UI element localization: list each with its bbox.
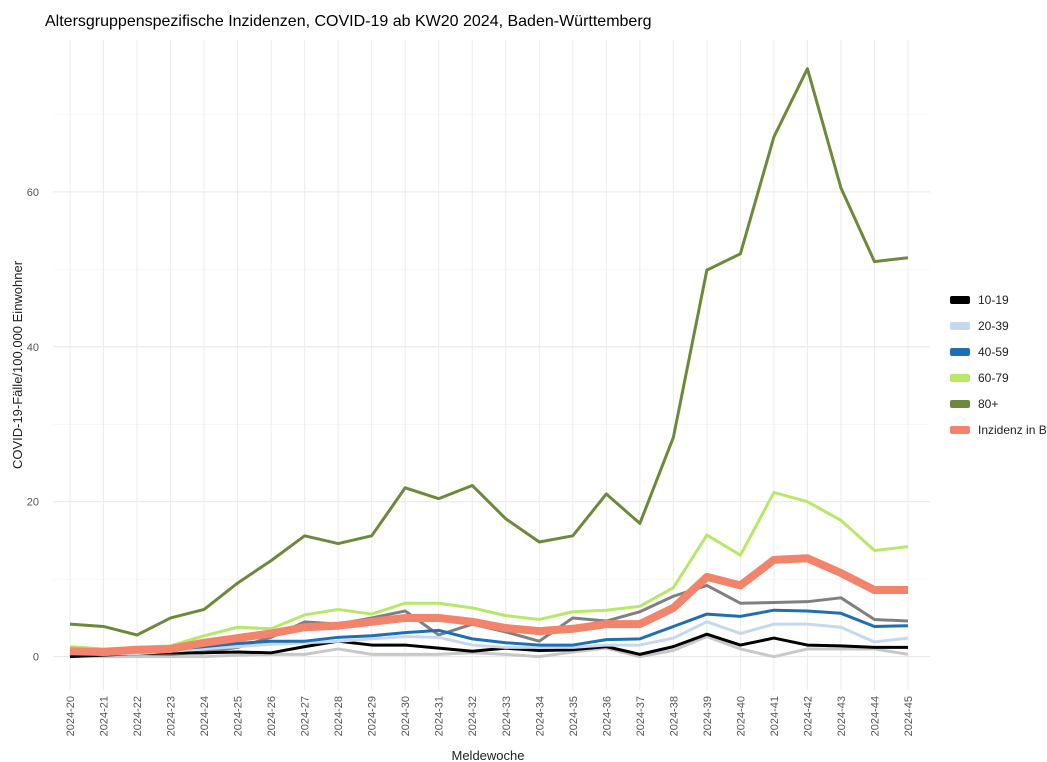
x-tick-label: 2024-34: [534, 696, 546, 736]
x-tick-label: 2024-35: [568, 696, 580, 736]
series-line: [69, 620, 909, 656]
x-axis-title: Meldewoche: [452, 748, 525, 762]
legend-key: [950, 426, 970, 434]
x-tick-label: 2024-24: [199, 696, 211, 736]
series-line: [69, 608, 909, 655]
y-tick-label: 0: [33, 652, 39, 664]
y-tick-label: 60: [27, 187, 39, 199]
x-tick-label: 2024-33: [501, 696, 513, 736]
x-tick-label: 2024-25: [233, 696, 245, 736]
x-tick-label: 2024-23: [166, 696, 178, 736]
x-tick-label: 2024-39: [702, 696, 714, 736]
x-tick-label: 2024-41: [769, 696, 781, 736]
legend-label: 40-59: [978, 345, 1009, 359]
x-tick-label: 2024-37: [635, 696, 647, 736]
legend-label: 20-39: [978, 319, 1009, 333]
legend-key: [950, 348, 970, 356]
legend-label: Inzidenz in BW: [978, 423, 1047, 437]
legend-label: 10-19: [978, 293, 1009, 307]
y-tick-label: 40: [27, 342, 39, 354]
legend-key: [950, 400, 970, 408]
legend-key: [950, 322, 970, 330]
x-tick-label: 2024-21: [99, 696, 111, 736]
x-tick-label: 2024-45: [903, 696, 915, 736]
y-axis-title: COVID-19-Fälle/100.000 Einwohner: [10, 260, 25, 469]
x-tick-label: 2024-20: [65, 696, 77, 736]
series-line: [69, 635, 909, 659]
x-tick-label: 2024-29: [367, 696, 379, 736]
x-tick-label: 2024-36: [601, 696, 613, 736]
series-line: [69, 632, 908, 659]
y-tick-label: 20: [27, 497, 39, 509]
x-tick-label: 2024-27: [300, 696, 312, 736]
legend-label: 80+: [978, 397, 998, 411]
x-tick-label: 2024-22: [132, 696, 144, 736]
series-line: [69, 67, 909, 637]
series-line: [69, 490, 909, 651]
x-tick-label: 2024-40: [735, 696, 747, 736]
x-tick-label: 2024-31: [434, 696, 446, 736]
x-tick-label: 2024-28: [333, 696, 345, 736]
x-tick-label: 2024-42: [802, 696, 814, 736]
legend-label: 60-79: [978, 371, 1009, 385]
chart-title: Altersgruppenspezifische Inzidenzen, COV…: [45, 13, 652, 30]
x-tick-label: 2024-32: [467, 696, 479, 736]
x-tick-label: 2024-44: [869, 696, 881, 736]
x-tick-label: 2024-38: [668, 696, 680, 736]
legend-key: [950, 296, 970, 304]
x-tick-label: 2024-43: [836, 696, 848, 736]
x-tick-label: 2024-30: [400, 696, 412, 736]
x-tick-label: 2024-26: [266, 696, 278, 736]
legend-key: [950, 374, 970, 382]
series-line: [69, 554, 908, 657]
